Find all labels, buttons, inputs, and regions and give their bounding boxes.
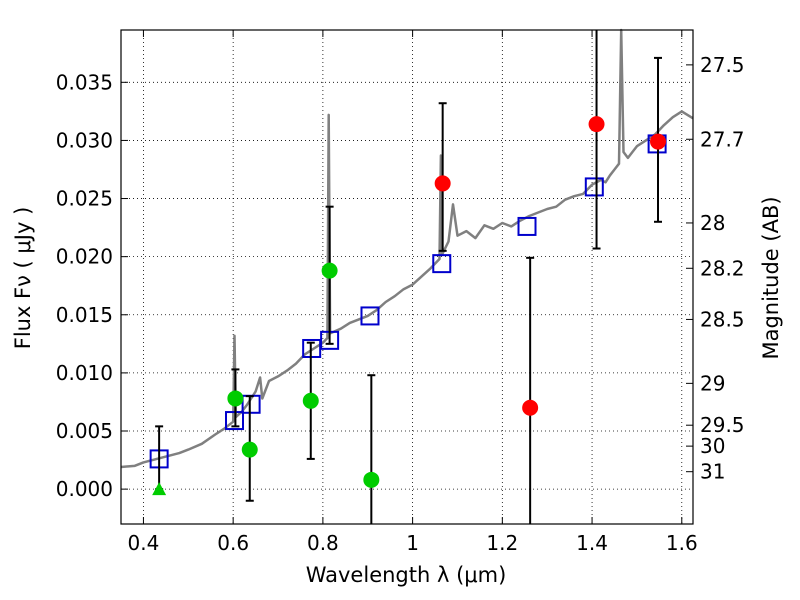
- right-tick-label: 31: [700, 460, 725, 484]
- x-tick-label: 0.6: [217, 531, 249, 555]
- green-data-point: [321, 262, 338, 279]
- x-tick-label: 0.4: [128, 531, 160, 555]
- grid-lines: [121, 30, 693, 524]
- model-flux-square: [517, 216, 537, 236]
- y-tick-label: 0.025: [56, 187, 113, 211]
- y-tick-label: 0.015: [56, 303, 113, 327]
- x-tick-label: 1.4: [576, 531, 608, 555]
- right-tick-label: 29.5: [700, 413, 745, 437]
- axes: [120, 29, 694, 525]
- right-tick-label: 29: [700, 371, 725, 395]
- red-data-point: [650, 133, 667, 150]
- red-data-point: [522, 399, 539, 416]
- y-tick-label: 0.005: [56, 419, 113, 443]
- x-tick-label: 1: [406, 531, 419, 555]
- tick-labels: 0.4 0.6 0.8 1 1.2 1.4 1.6 0.000 0.005 0.010 0.015 0…: [56, 53, 745, 555]
- right-tick-label: 27.5: [700, 53, 745, 77]
- right-tick-label: 28.2: [700, 256, 745, 280]
- red-data-point: [434, 175, 451, 192]
- green-data-point: [302, 392, 319, 409]
- green-data-point: [241, 441, 258, 458]
- y-tick-label: 0.030: [56, 128, 113, 152]
- y-axis-right-label: Magnitude (AB): [759, 196, 783, 359]
- y-tick-label: 0.035: [56, 70, 113, 94]
- model-flux-square: [584, 177, 604, 197]
- y-tick-label: 0.000: [56, 477, 113, 501]
- x-axis-label: Wavelength λ (μm): [306, 563, 507, 587]
- model-flux-square: [360, 306, 380, 326]
- upper-limit-triangle: [152, 482, 167, 496]
- x-tick-label: 0.8: [307, 531, 339, 555]
- green-data-point: [227, 390, 244, 407]
- model-spectrum-line: [120, 28, 694, 469]
- plot-area: [120, 28, 694, 524]
- plot-frame: [120, 29, 694, 525]
- y-axis-label: Flux Fν ( μJy ): [11, 207, 35, 350]
- right-tick-label: 27.7: [700, 127, 745, 151]
- right-tick-label: 30: [700, 434, 725, 458]
- x-tick-label: 1.2: [486, 531, 518, 555]
- green-data-point: [363, 471, 380, 488]
- x-tick-label: 1.6: [666, 531, 698, 555]
- model-flux-square: [432, 254, 452, 274]
- y-tick-label: 0.010: [56, 361, 113, 385]
- red-data-point: [588, 116, 605, 133]
- right-tick-label: 28: [700, 211, 725, 235]
- y-tick-label: 0.020: [56, 245, 113, 269]
- right-tick-label: 28.5: [700, 307, 745, 331]
